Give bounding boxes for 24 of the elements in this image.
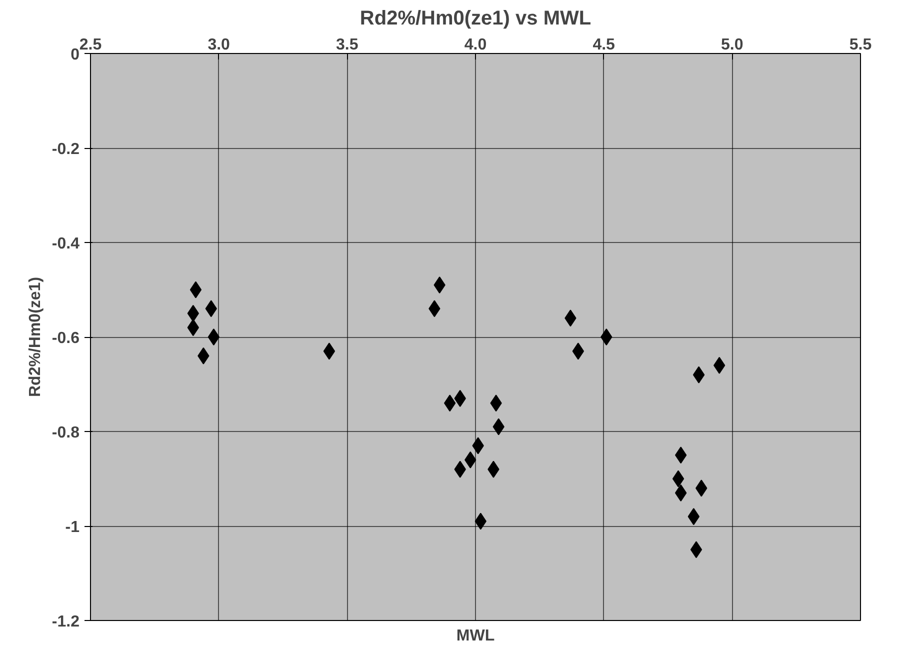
y-tick-label: -1.2 [52,614,80,630]
point [190,281,202,298]
x-tick-label: 5.5 [849,36,872,54]
point [672,470,684,488]
x-tick-label: 4.5 [592,36,616,54]
x-tick-label: 3.5 [336,36,358,54]
chart-title: Rd2%/Hm0(ze1) vs MWL [360,8,592,30]
y-tick-label: -0.2 [52,141,80,158]
y-tick-label: 0 [70,46,80,64]
x-tick-label: 3.0 [208,36,230,54]
x-tick-label: 2.5 [79,36,102,54]
y-tick-label: -0.4 [52,236,80,252]
y-tick-label: -0.8 [52,424,80,442]
y-axis-title: Rd2%/Hm0(ze1) [26,276,44,398]
point [692,366,705,384]
point [323,342,336,360]
x-tick-label: 5.0 [721,36,744,54]
y-tick-label: -0.6 [52,330,80,347]
point [600,328,612,346]
point [690,541,702,558]
y-tick-label: -1 [65,519,80,536]
x-axis-title: MWL [456,628,495,644]
x-tick-label: 4.0 [464,36,487,54]
point [208,328,220,346]
